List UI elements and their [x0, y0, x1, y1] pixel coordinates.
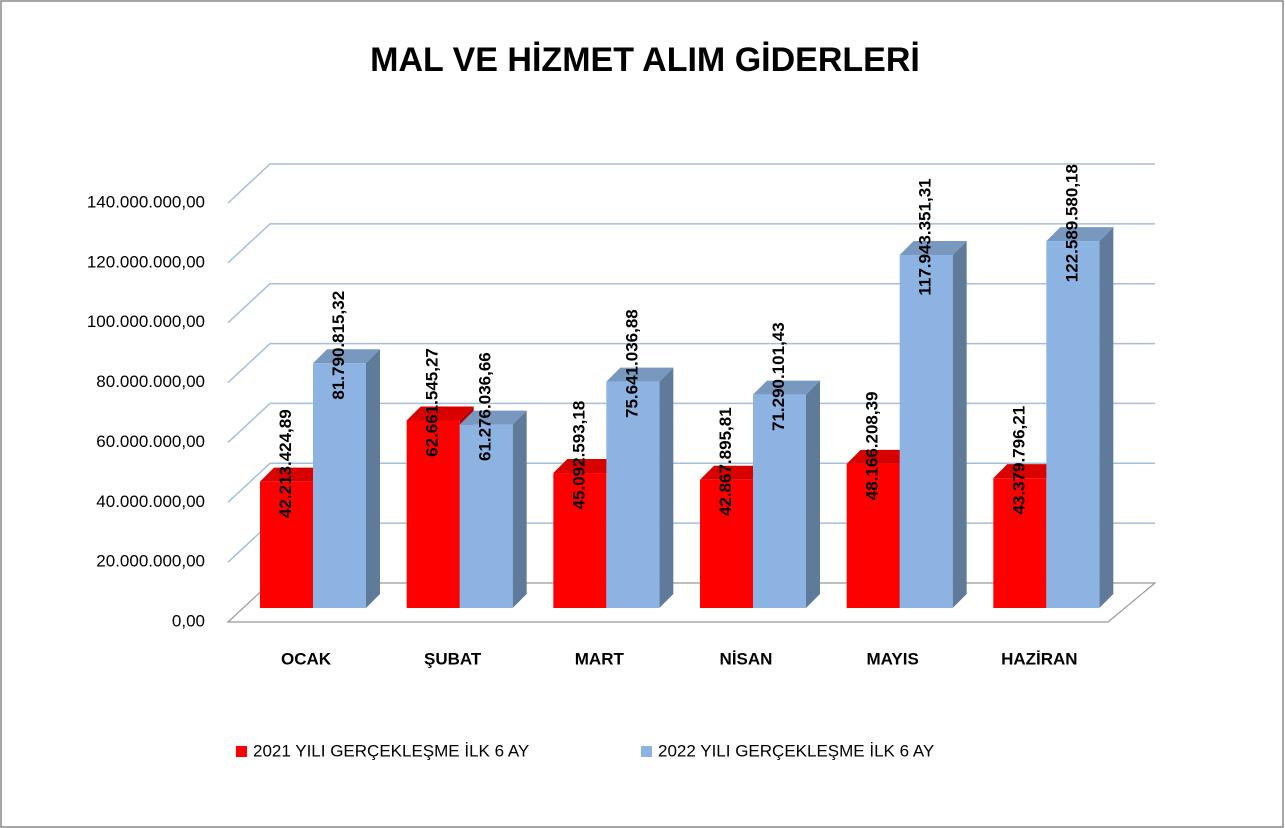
- y-tick-label: 100.000.000,00: [87, 312, 205, 331]
- data-label: 45.092.593,18: [569, 401, 588, 510]
- grid-line: [227, 223, 1155, 264]
- legend-swatch: [641, 746, 652, 757]
- data-label: 48.166.208,39: [863, 391, 882, 500]
- bar-side: [1099, 227, 1114, 608]
- y-tick-label: 80.000.000,00: [96, 372, 205, 391]
- y-tick-label: 40.000.000,00: [96, 492, 205, 511]
- data-label: 42.867.895,81: [716, 407, 735, 516]
- data-label: 61.276.036,66: [476, 352, 495, 461]
- floor: [226, 582, 1157, 623]
- x-tick-label: NİSAN: [720, 649, 773, 668]
- bar: [753, 394, 806, 608]
- grid-line: [227, 342, 1155, 384]
- data-label: 71.290.101,43: [769, 322, 788, 431]
- bar-side: [366, 349, 380, 608]
- x-tick-label: OCAK: [281, 649, 332, 668]
- y-tick-label: 0,00: [172, 611, 205, 630]
- bar: [459, 424, 513, 608]
- bar-top: [260, 467, 327, 482]
- data-label: 81.790.815,32: [329, 291, 348, 400]
- data-label: 43.379.796,21: [1009, 406, 1028, 515]
- y-tick-label: 140.000.000,00: [87, 192, 205, 211]
- bar: [406, 420, 460, 608]
- bar: [606, 381, 660, 608]
- x-tick-label: MART: [575, 649, 625, 668]
- bar-side: [659, 367, 674, 608]
- y-tick-label: 20.000.000,00: [96, 552, 205, 571]
- legend-swatch: [236, 746, 247, 757]
- y-tick-label: 120.000.000,00: [87, 252, 205, 271]
- bar-top: [1046, 227, 1114, 242]
- bar-top: [753, 380, 820, 395]
- x-tick-label: HAZİRAN: [1001, 649, 1078, 668]
- bar: [899, 255, 953, 609]
- x-tick-label: ŞUBAT: [424, 649, 482, 668]
- bar-top: [313, 349, 380, 364]
- legend-label: 2022 YILI GERÇEKLEŞME İLK 6 AY: [658, 741, 934, 760]
- bar: [553, 473, 607, 608]
- bar: [993, 478, 1047, 608]
- legend-label: 2021 YILI GERÇEKLEŞME İLK 6 AY: [253, 741, 529, 760]
- data-label: 62.661.545,27: [423, 348, 442, 457]
- bar: [313, 363, 366, 608]
- grid-line: [227, 282, 1155, 324]
- grid-line: [227, 402, 1155, 443]
- bar: [846, 463, 900, 608]
- data-label: 122.589.580,18: [1062, 164, 1081, 282]
- data-label: 42.213.424,89: [276, 409, 295, 518]
- bar-top: [899, 241, 967, 256]
- bar-top: [406, 406, 474, 421]
- bar: [1046, 241, 1100, 608]
- bar: [700, 479, 753, 608]
- bar-top: [993, 464, 1061, 479]
- bar-top: [700, 465, 767, 480]
- bar-side: [512, 410, 527, 608]
- bar-side: [952, 241, 967, 609]
- data-label: 117.943.351,31: [916, 178, 935, 295]
- data-label: 75.641.036,88: [622, 309, 641, 418]
- bar-top: [553, 459, 621, 474]
- chart-title: MAL VE HİZMET ALIM GİDERLERİ: [370, 41, 920, 79]
- bar-top: [846, 449, 914, 464]
- bar: [260, 481, 313, 608]
- bar-top: [459, 410, 527, 425]
- x-tick-label: MAYIS: [867, 649, 919, 668]
- bar-top: [606, 367, 674, 382]
- bar-side: [806, 380, 820, 608]
- y-tick-label: 60.000.000,00: [96, 432, 205, 451]
- grid-line: [227, 163, 1155, 204]
